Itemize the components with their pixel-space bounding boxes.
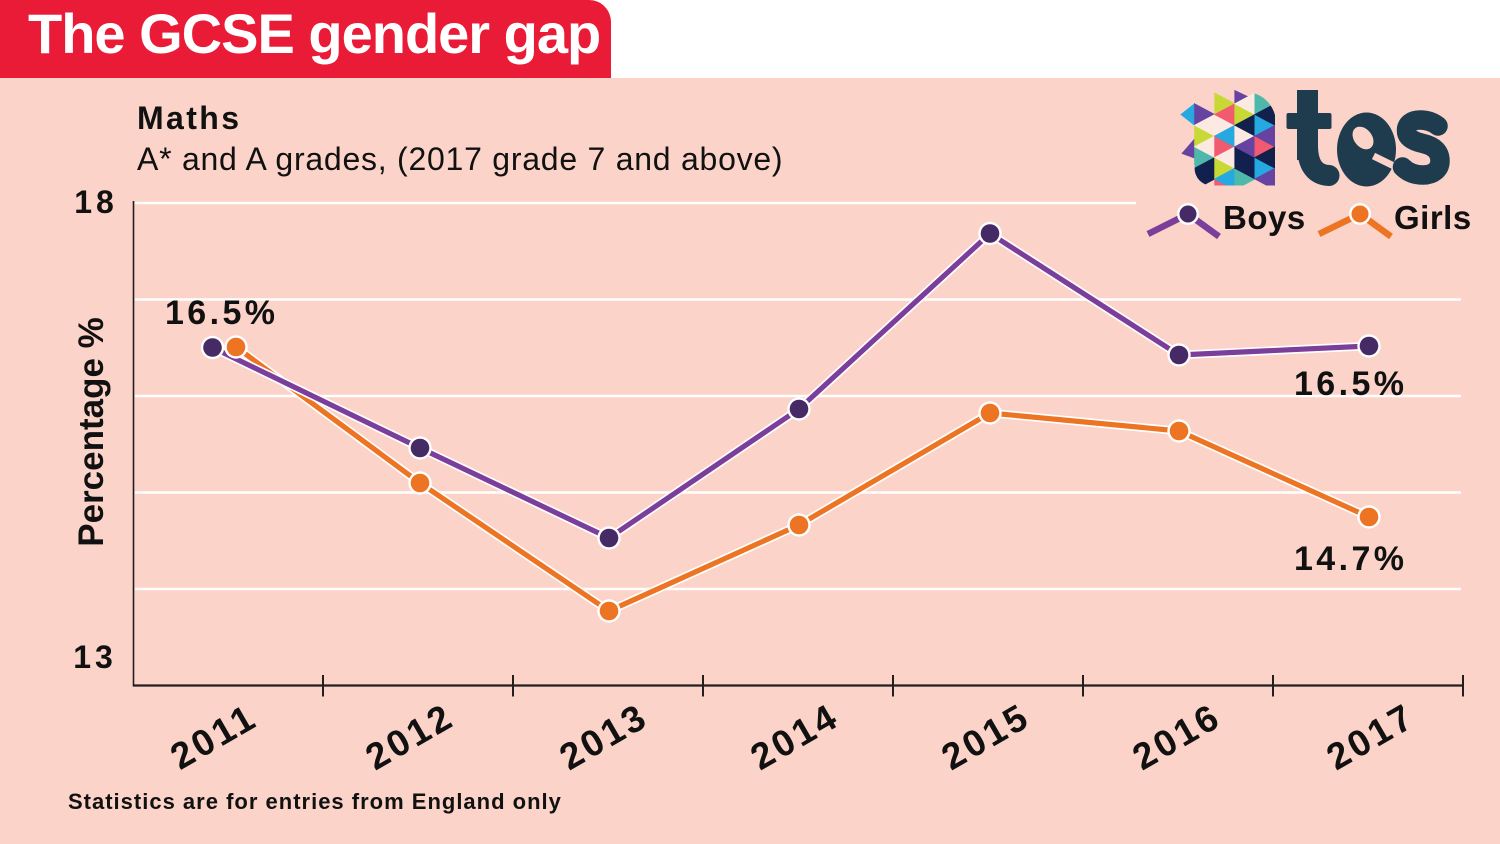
svg-text:Maths: Maths — [137, 100, 241, 136]
svg-text:2014: 2014 — [744, 695, 846, 778]
svg-text:2013: 2013 — [553, 695, 655, 778]
svg-text:2011: 2011 — [164, 696, 264, 778]
svg-text:16.5%: 16.5% — [1294, 365, 1407, 403]
svg-text:2012: 2012 — [359, 695, 461, 778]
svg-text:13: 13 — [73, 639, 117, 675]
svg-text:16.5%: 16.5% — [165, 294, 278, 332]
svg-text:A* and A grades, (2017 grade 7: A* and A grades, (2017 grade 7 and above… — [137, 141, 783, 177]
svg-text:2016: 2016 — [1126, 695, 1228, 778]
svg-text:Statistics are for entries fro: Statistics are for entries from England … — [68, 789, 562, 814]
svg-text:Girls: Girls — [1394, 199, 1472, 236]
svg-text:Boys: Boys — [1223, 199, 1306, 236]
svg-text:2015: 2015 — [935, 695, 1037, 778]
svg-text:18: 18 — [74, 184, 118, 220]
svg-text:2017: 2017 — [1320, 695, 1422, 778]
svg-text:Percentage %: Percentage % — [72, 317, 111, 547]
svg-text:14.7%: 14.7% — [1294, 540, 1407, 578]
